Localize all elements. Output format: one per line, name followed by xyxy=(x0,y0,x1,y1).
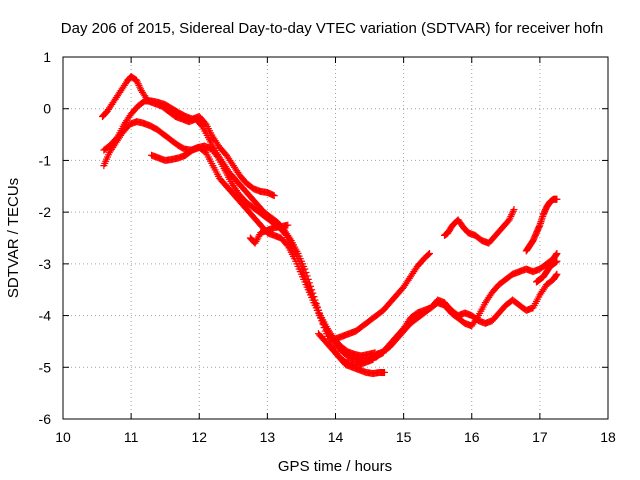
data-point xyxy=(381,368,389,376)
y-tick-label: 0 xyxy=(43,101,51,117)
y-axis-label: SDTVAR / TECUs xyxy=(5,178,22,298)
data-point xyxy=(507,212,515,220)
x-tick-label: 17 xyxy=(532,429,548,445)
series-track-4 xyxy=(148,144,387,365)
y-tick-label: -1 xyxy=(39,152,52,168)
series-track-11 xyxy=(522,195,561,255)
x-tick-label: 15 xyxy=(396,429,412,445)
data-point xyxy=(134,80,142,88)
x-tick-label: 16 xyxy=(464,429,480,445)
series-track-1 xyxy=(99,73,389,377)
data-point xyxy=(505,216,513,224)
axis-ticks xyxy=(62,56,609,420)
y-tick-label: -6 xyxy=(39,411,52,427)
data-point xyxy=(133,76,141,84)
data-point xyxy=(510,206,518,214)
tick-labels: 10 11 12 13 14 15 16 17 18 -6 -5 -4 -3 -2 -1 0 1 xyxy=(39,49,616,445)
series-track-5 xyxy=(246,221,292,247)
data-point xyxy=(213,152,221,160)
x-axis-label: GPS time / hours xyxy=(278,458,392,475)
series-track-7 xyxy=(332,250,434,343)
data-point xyxy=(508,209,516,217)
y-tick-label: -4 xyxy=(39,308,52,324)
x-tick-label: 12 xyxy=(191,429,207,445)
data-point xyxy=(553,250,561,258)
series-track-12 xyxy=(532,257,561,286)
data-points xyxy=(99,73,561,377)
data-point xyxy=(509,207,517,215)
y-tick-label: -2 xyxy=(39,204,52,220)
x-tick-label: 14 xyxy=(328,429,344,445)
grid xyxy=(63,57,608,419)
data-point xyxy=(270,192,278,200)
y-tick-label: -3 xyxy=(39,256,52,272)
series-track-6 xyxy=(314,330,377,369)
data-point xyxy=(135,81,143,89)
data-point xyxy=(284,221,292,229)
data-point xyxy=(506,214,514,222)
data-point xyxy=(425,250,433,258)
data-point xyxy=(553,270,561,278)
y-tick-label: -5 xyxy=(39,359,52,375)
y-tick-label: 1 xyxy=(43,49,51,65)
data-point xyxy=(133,78,141,86)
x-tick-label: 18 xyxy=(600,429,616,445)
x-tick-label: 10 xyxy=(55,429,71,445)
series-track-9 xyxy=(366,270,561,364)
x-tick-label: 11 xyxy=(124,429,139,445)
data-point xyxy=(426,250,434,258)
series-track-3 xyxy=(100,97,278,200)
data-point xyxy=(553,257,561,265)
x-tick-label: 13 xyxy=(260,429,276,445)
data-point xyxy=(508,211,516,219)
series-track-10 xyxy=(441,206,518,247)
data-point xyxy=(553,195,561,203)
data-point xyxy=(136,83,144,91)
chart-title: Day 206 of 2015, Sidereal Day-to-day VTE… xyxy=(61,20,603,37)
series-track-2 xyxy=(100,118,379,360)
